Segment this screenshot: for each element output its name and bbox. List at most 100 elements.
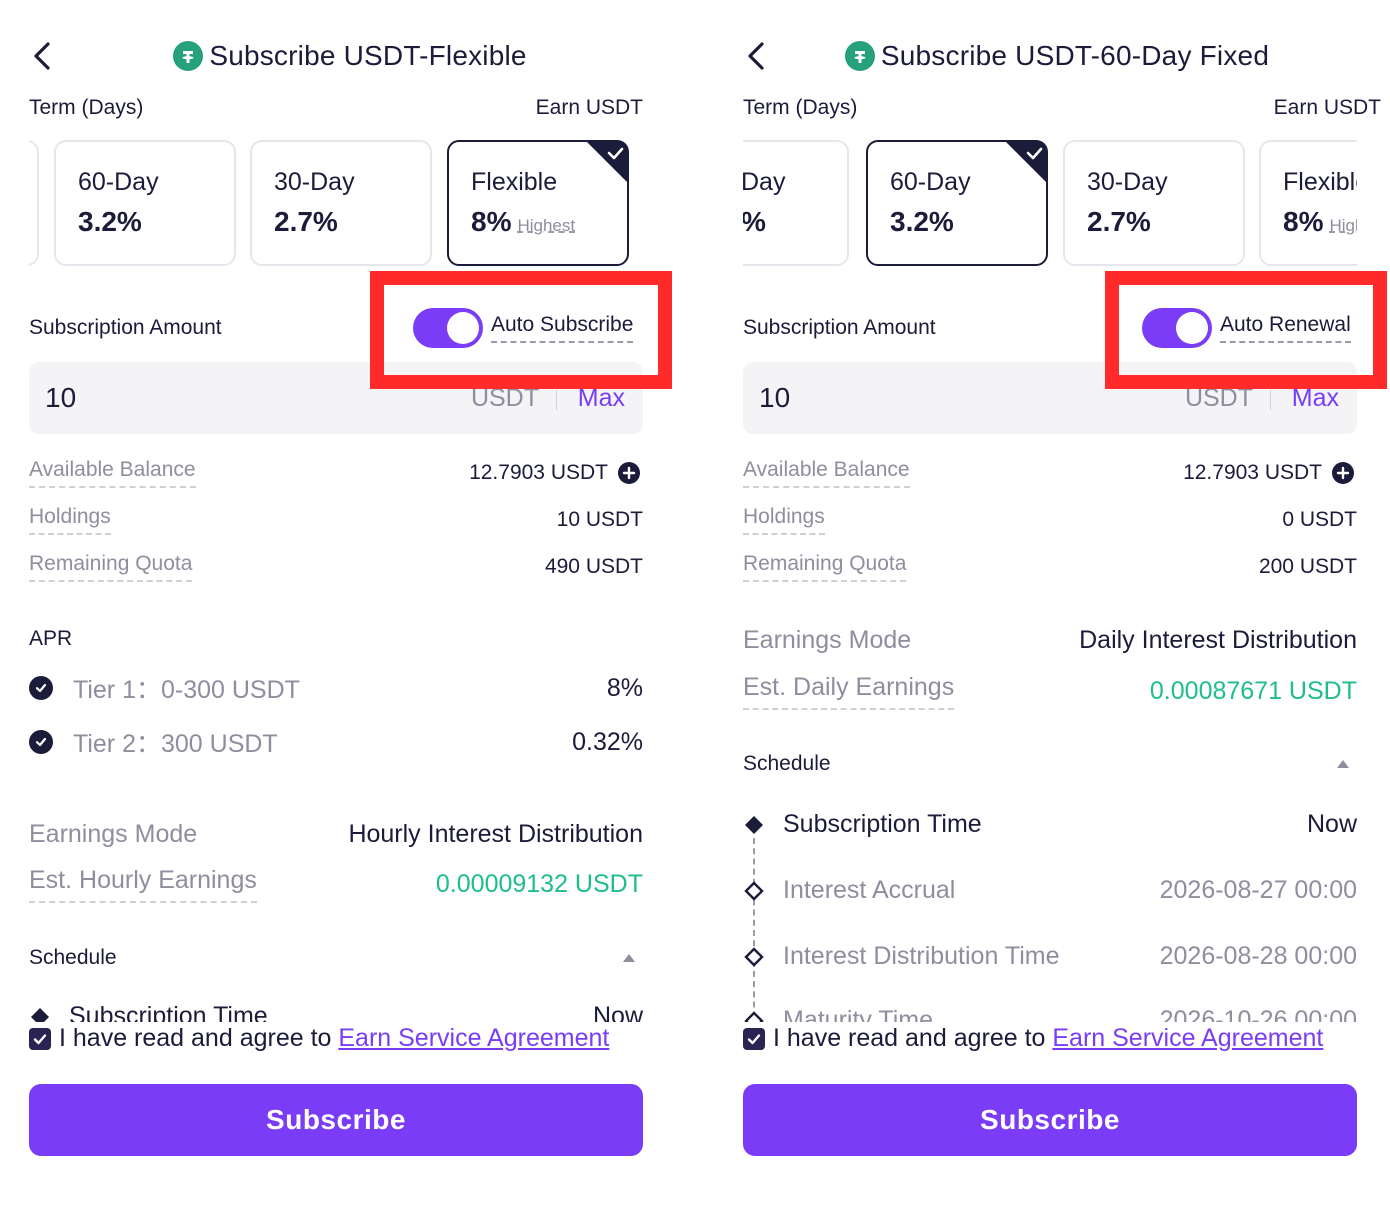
- schedule-title: Schedule: [743, 752, 831, 775]
- schedule-value: 2026-10-26 00:00: [1159, 1006, 1357, 1022]
- agree-checkbox[interactable]: [29, 1027, 51, 1050]
- left-panel: Subscribe USDT-Flexible Term (Days) Earn…: [0, 36, 700, 1156]
- term-card-flexible[interactable]: Flexible 8%Highest: [1259, 140, 1357, 266]
- term-card-label: Flexible: [1283, 168, 1357, 196]
- agreement-link[interactable]: Earn Service Agreement: [1052, 1024, 1324, 1052]
- term-cards: Day % 60-Day 3.2% 30-Day 2.7% Flexible 8…: [743, 138, 1357, 268]
- remaining-quota-value: 490 USDT: [544, 555, 643, 578]
- schedule-row: Interest Accrual 2026-08-27 00:00: [743, 876, 1357, 905]
- holdings-row: Holdings 10 USDT: [29, 505, 643, 535]
- auto-renewal-label[interactable]: Auto Renewal: [1220, 313, 1351, 343]
- agree-text: I have read and agree to: [773, 1024, 1053, 1052]
- schedule-label: Subscription Time: [69, 1002, 268, 1022]
- term-card-partial[interactable]: Day %: [743, 140, 849, 266]
- auto-renewal-toggle[interactable]: [1142, 308, 1212, 348]
- amount-input[interactable]: 10 USDT Max: [743, 362, 1357, 434]
- est-earnings-value: 0.00009132 USDT: [435, 870, 643, 898]
- remaining-quota-label[interactable]: Remaining Quota: [743, 552, 907, 582]
- est-earnings-value: 0.00087671 USDT: [1149, 677, 1357, 705]
- schedule-value: 2026-08-28 00:00: [1159, 942, 1357, 970]
- back-button[interactable]: [742, 36, 772, 76]
- highlight-box: [1105, 271, 1387, 389]
- term-card-partial[interactable]: [29, 140, 39, 266]
- holdings-label[interactable]: Holdings: [29, 505, 111, 535]
- caret-up-icon[interactable]: [1336, 759, 1350, 769]
- term-card-rate: 8%Highest: [1283, 206, 1357, 238]
- earnings-mode-label: Earnings Mode: [743, 626, 912, 654]
- agreement-link[interactable]: Earn Service Agreement: [338, 1024, 610, 1052]
- remaining-quota-row: Remaining Quota 200 USDT: [743, 552, 1357, 582]
- term-card-60-day[interactable]: 60-Day 3.2%: [54, 140, 236, 266]
- chevron-left-icon: [748, 42, 764, 70]
- est-earnings-row: Est. Hourly Earnings 0.00009132 USDT: [29, 866, 643, 903]
- earn-label: Earn USDT: [535, 96, 643, 119]
- term-card-label: Flexible: [471, 168, 558, 196]
- agree-checkbox[interactable]: [743, 1027, 765, 1050]
- subscribe-button[interactable]: Subscribe: [743, 1084, 1357, 1156]
- apr-title: APR: [29, 627, 73, 650]
- amount-input[interactable]: 10 USDT Max: [29, 362, 643, 434]
- tier-row: Tier 2：300 USDT 0.32%: [29, 724, 643, 760]
- diamond-icon: [743, 946, 765, 968]
- available-balance-label[interactable]: Available Balance: [29, 458, 196, 488]
- auto-subscribe-label[interactable]: Auto Subscribe: [491, 313, 634, 343]
- highest-tag: Highest: [517, 216, 576, 235]
- earnings-mode-row: Earnings Mode Daily Interest Distributio…: [743, 626, 1357, 655]
- remaining-quota-label[interactable]: Remaining Quota: [29, 552, 193, 582]
- tether-icon: [173, 41, 204, 71]
- schedule-value: 2026-08-27 00:00: [1159, 876, 1357, 904]
- term-card-flexible[interactable]: Flexible 8%Highest: [447, 140, 629, 266]
- amount-value: 10: [45, 382, 77, 413]
- term-card-rate: 2.7%: [274, 206, 338, 237]
- agreement-row: I have read and agree to Earn Service Ag…: [743, 1024, 1324, 1053]
- term-card-30-day[interactable]: 30-Day 2.7%: [250, 140, 432, 266]
- plus-circle-icon[interactable]: [618, 462, 640, 484]
- schedule-header[interactable]: Schedule: [743, 752, 1357, 776]
- schedule-label: Interest Distribution Time: [783, 942, 1060, 970]
- holdings-label[interactable]: Holdings: [743, 505, 825, 535]
- schedule-clip: Subscription Time Now: [0, 996, 700, 1022]
- remaining-quota-value: 200 USDT: [1258, 555, 1357, 578]
- chevron-left-icon: [34, 42, 50, 70]
- available-balance-label[interactable]: Available Balance: [743, 458, 910, 488]
- term-card-label: 30-Day: [274, 168, 355, 196]
- diamond-icon: [743, 880, 765, 902]
- highlight-box: [370, 271, 672, 389]
- term-card-rate: 3.2%: [78, 206, 142, 237]
- plus-circle-icon[interactable]: [1332, 462, 1354, 484]
- earnings-mode-value: Hourly Interest Distribution: [348, 820, 643, 848]
- available-balance-row: Available Balance 12.7903 USDT: [743, 458, 1357, 488]
- schedule-label: Subscription Time: [783, 810, 982, 838]
- est-earnings-label[interactable]: Est. Hourly Earnings: [29, 866, 257, 903]
- schedule-row: Subscription Time Now: [29, 1002, 643, 1022]
- timeline-line: [753, 838, 755, 1022]
- tier-value: 0.32%: [572, 727, 643, 756]
- holdings-value: 10 USDT: [556, 508, 643, 531]
- holdings-row: Holdings 0 USDT: [743, 505, 1357, 535]
- auto-subscribe-toggle[interactable]: [413, 308, 483, 348]
- available-balance-value: 12.7903 USDT: [1183, 461, 1322, 484]
- subscribe-button[interactable]: Subscribe: [29, 1084, 643, 1156]
- back-button[interactable]: [28, 36, 58, 76]
- schedule-header[interactable]: Schedule: [29, 946, 643, 970]
- schedule-label: Interest Accrual: [783, 876, 956, 904]
- tether-icon: [844, 41, 875, 71]
- available-balance-value: 12.7903 USDT: [469, 461, 608, 484]
- term-card-60-day[interactable]: 60-Day 3.2%: [866, 140, 1048, 266]
- highest-tag: Highest: [1329, 216, 1357, 235]
- schedule-value: Now: [592, 1002, 643, 1022]
- est-earnings-label[interactable]: Est. Daily Earnings: [743, 673, 955, 710]
- header: Subscribe USDT-60-Day Fixed: [714, 36, 1390, 76]
- tier-label: Tier 2：300 USDT: [73, 730, 278, 758]
- term-card-rate: 3.2%: [890, 206, 954, 237]
- caret-up-icon[interactable]: [622, 953, 636, 963]
- page-title: Subscribe USDT-60-Day Fixed: [880, 40, 1270, 71]
- schedule-row: Interest Distribution Time 2026-08-28 00…: [743, 942, 1357, 971]
- page-title: Subscribe USDT-Flexible: [209, 40, 527, 71]
- check-icon: [586, 141, 628, 183]
- divider: [1270, 390, 1271, 410]
- schedule-value: Now: [1306, 810, 1357, 838]
- term-card-label: 60-Day: [78, 168, 159, 196]
- term-card-30-day[interactable]: 30-Day 2.7%: [1063, 140, 1245, 266]
- est-earnings-row: Est. Daily Earnings 0.00087671 USDT: [743, 673, 1357, 710]
